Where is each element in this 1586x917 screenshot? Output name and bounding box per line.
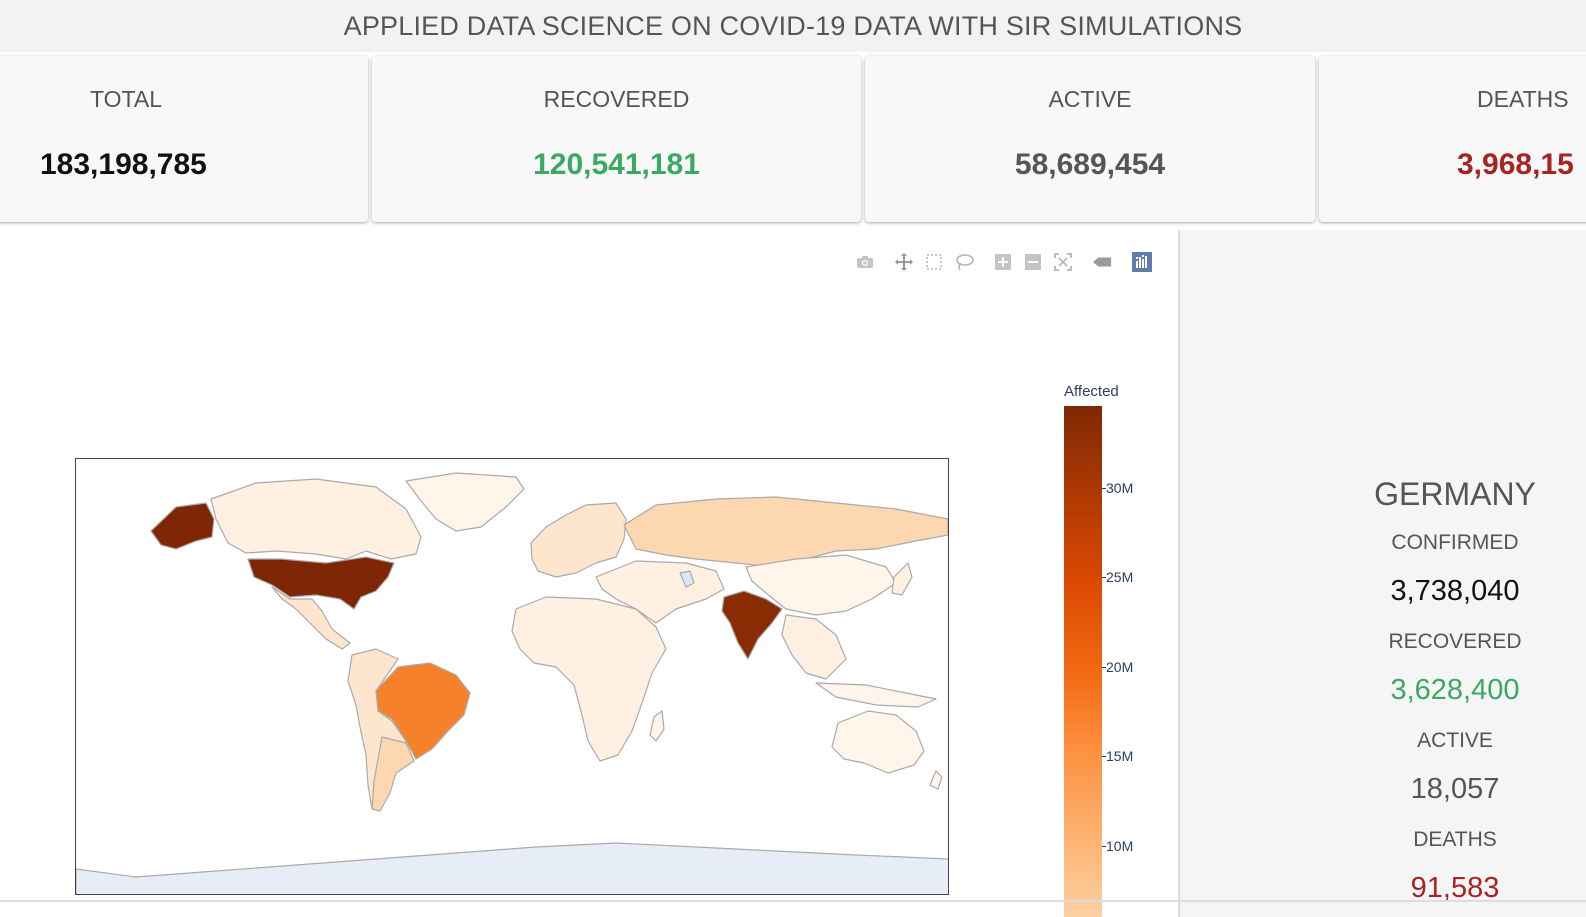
region-usa — [247, 556, 395, 610]
hover-label-icon[interactable] — [1092, 252, 1112, 272]
region-new-zealand — [929, 770, 943, 790]
country-detail-panel — [1180, 230, 1586, 917]
region-australia — [831, 710, 925, 774]
page-title: APPLIED DATA SCIENCE ON COVID-19 DATA WI… — [343, 10, 1243, 41]
region-greenland — [405, 472, 525, 532]
region-china — [745, 554, 897, 616]
box-select-icon[interactable] — [924, 252, 944, 272]
region-caspian-sea — [679, 570, 695, 588]
stat-card-recovered: RECOVERED 120,541,181 — [372, 56, 861, 222]
pan-icon[interactable] — [894, 252, 914, 272]
stat-value-deaths: 3,968,15 — [1457, 148, 1574, 181]
colorbar-tick-30m: 30M — [1106, 480, 1134, 496]
region-japan — [891, 562, 913, 596]
region-argentina — [371, 736, 415, 812]
deaths-label: DEATHS — [1413, 828, 1497, 851]
region-india — [721, 590, 783, 660]
lasso-select-icon[interactable] — [954, 252, 974, 272]
colorbar-tickmark — [1102, 577, 1106, 578]
region-mexico — [271, 586, 351, 650]
colorbar-tick-10m: 10M — [1106, 838, 1134, 854]
stat-card-active: ACTIVE 58,689,454 — [865, 56, 1315, 222]
stats-row: TOTAL 183,198,785 RECOVERED 120,541,181 … — [0, 54, 1586, 226]
stat-label-active: ACTIVE — [1048, 86, 1132, 112]
region-indonesia — [815, 682, 937, 708]
colorbar-title: Affected — [1064, 383, 1119, 400]
region-canada — [210, 478, 422, 560]
active-value: 18,057 — [1410, 773, 1500, 805]
region-africa — [511, 596, 667, 762]
colorbar-tick-15m: 15M — [1106, 748, 1134, 764]
stat-card-total: TOTAL 183,198,785 — [0, 56, 368, 222]
colorbar-tickmark — [1102, 756, 1106, 757]
region-alaska — [150, 502, 215, 550]
stat-value-total: 183,198,785 — [40, 148, 207, 181]
deaths-value: 91,583 — [1410, 872, 1500, 904]
active-label: ACTIVE — [1417, 729, 1493, 752]
recovered-value: 3,628,400 — [1390, 674, 1520, 706]
colorbar — [1064, 406, 1102, 917]
stat-label-recovered: RECOVERED — [543, 86, 690, 112]
country-name: GERMANY — [1374, 476, 1536, 512]
stat-card-deaths: DEATHS 3,968,15 — [1319, 56, 1586, 222]
zoom-in-icon[interactable] — [993, 252, 1013, 272]
colorbar-tickmark — [1102, 667, 1106, 668]
region-brazil — [375, 662, 471, 760]
colorbar-tickmark — [1102, 846, 1106, 847]
side-panel-divider — [1178, 230, 1180, 917]
colorbar-tick-25m: 25M — [1106, 569, 1134, 585]
stat-label-total: TOTAL — [90, 86, 162, 112]
confirmed-label: CONFIRMED — [1391, 531, 1519, 554]
region-madagascar — [649, 710, 665, 742]
region-europe — [530, 502, 627, 578]
title-bar: APPLIED DATA SCIENCE ON COVID-19 DATA WI… — [0, 0, 1586, 52]
stat-value-recovered: 120,541,181 — [533, 148, 700, 181]
region-russia — [623, 496, 948, 568]
colorbar-tick-20m: 20M — [1106, 659, 1134, 675]
bottom-divider — [0, 900, 1586, 902]
map-svg — [76, 472, 948, 894]
camera-icon[interactable] — [855, 252, 875, 272]
stat-value-active: 58,689,454 — [1014, 148, 1166, 181]
world-choropleth-map[interactable] — [75, 458, 949, 895]
zoom-out-icon[interactable] — [1023, 252, 1043, 272]
colorbar-tickmark — [1102, 488, 1106, 489]
reset-view-icon[interactable] — [1053, 252, 1073, 272]
region-antarctica — [76, 842, 948, 894]
plotly-logo-icon[interactable] — [1132, 252, 1152, 272]
confirmed-value: 3,738,040 — [1390, 575, 1520, 607]
stat-label-deaths: DEATHS — [1477, 86, 1569, 112]
region-southeast-asia — [781, 614, 847, 680]
recovered-label: RECOVERED — [1388, 630, 1522, 653]
